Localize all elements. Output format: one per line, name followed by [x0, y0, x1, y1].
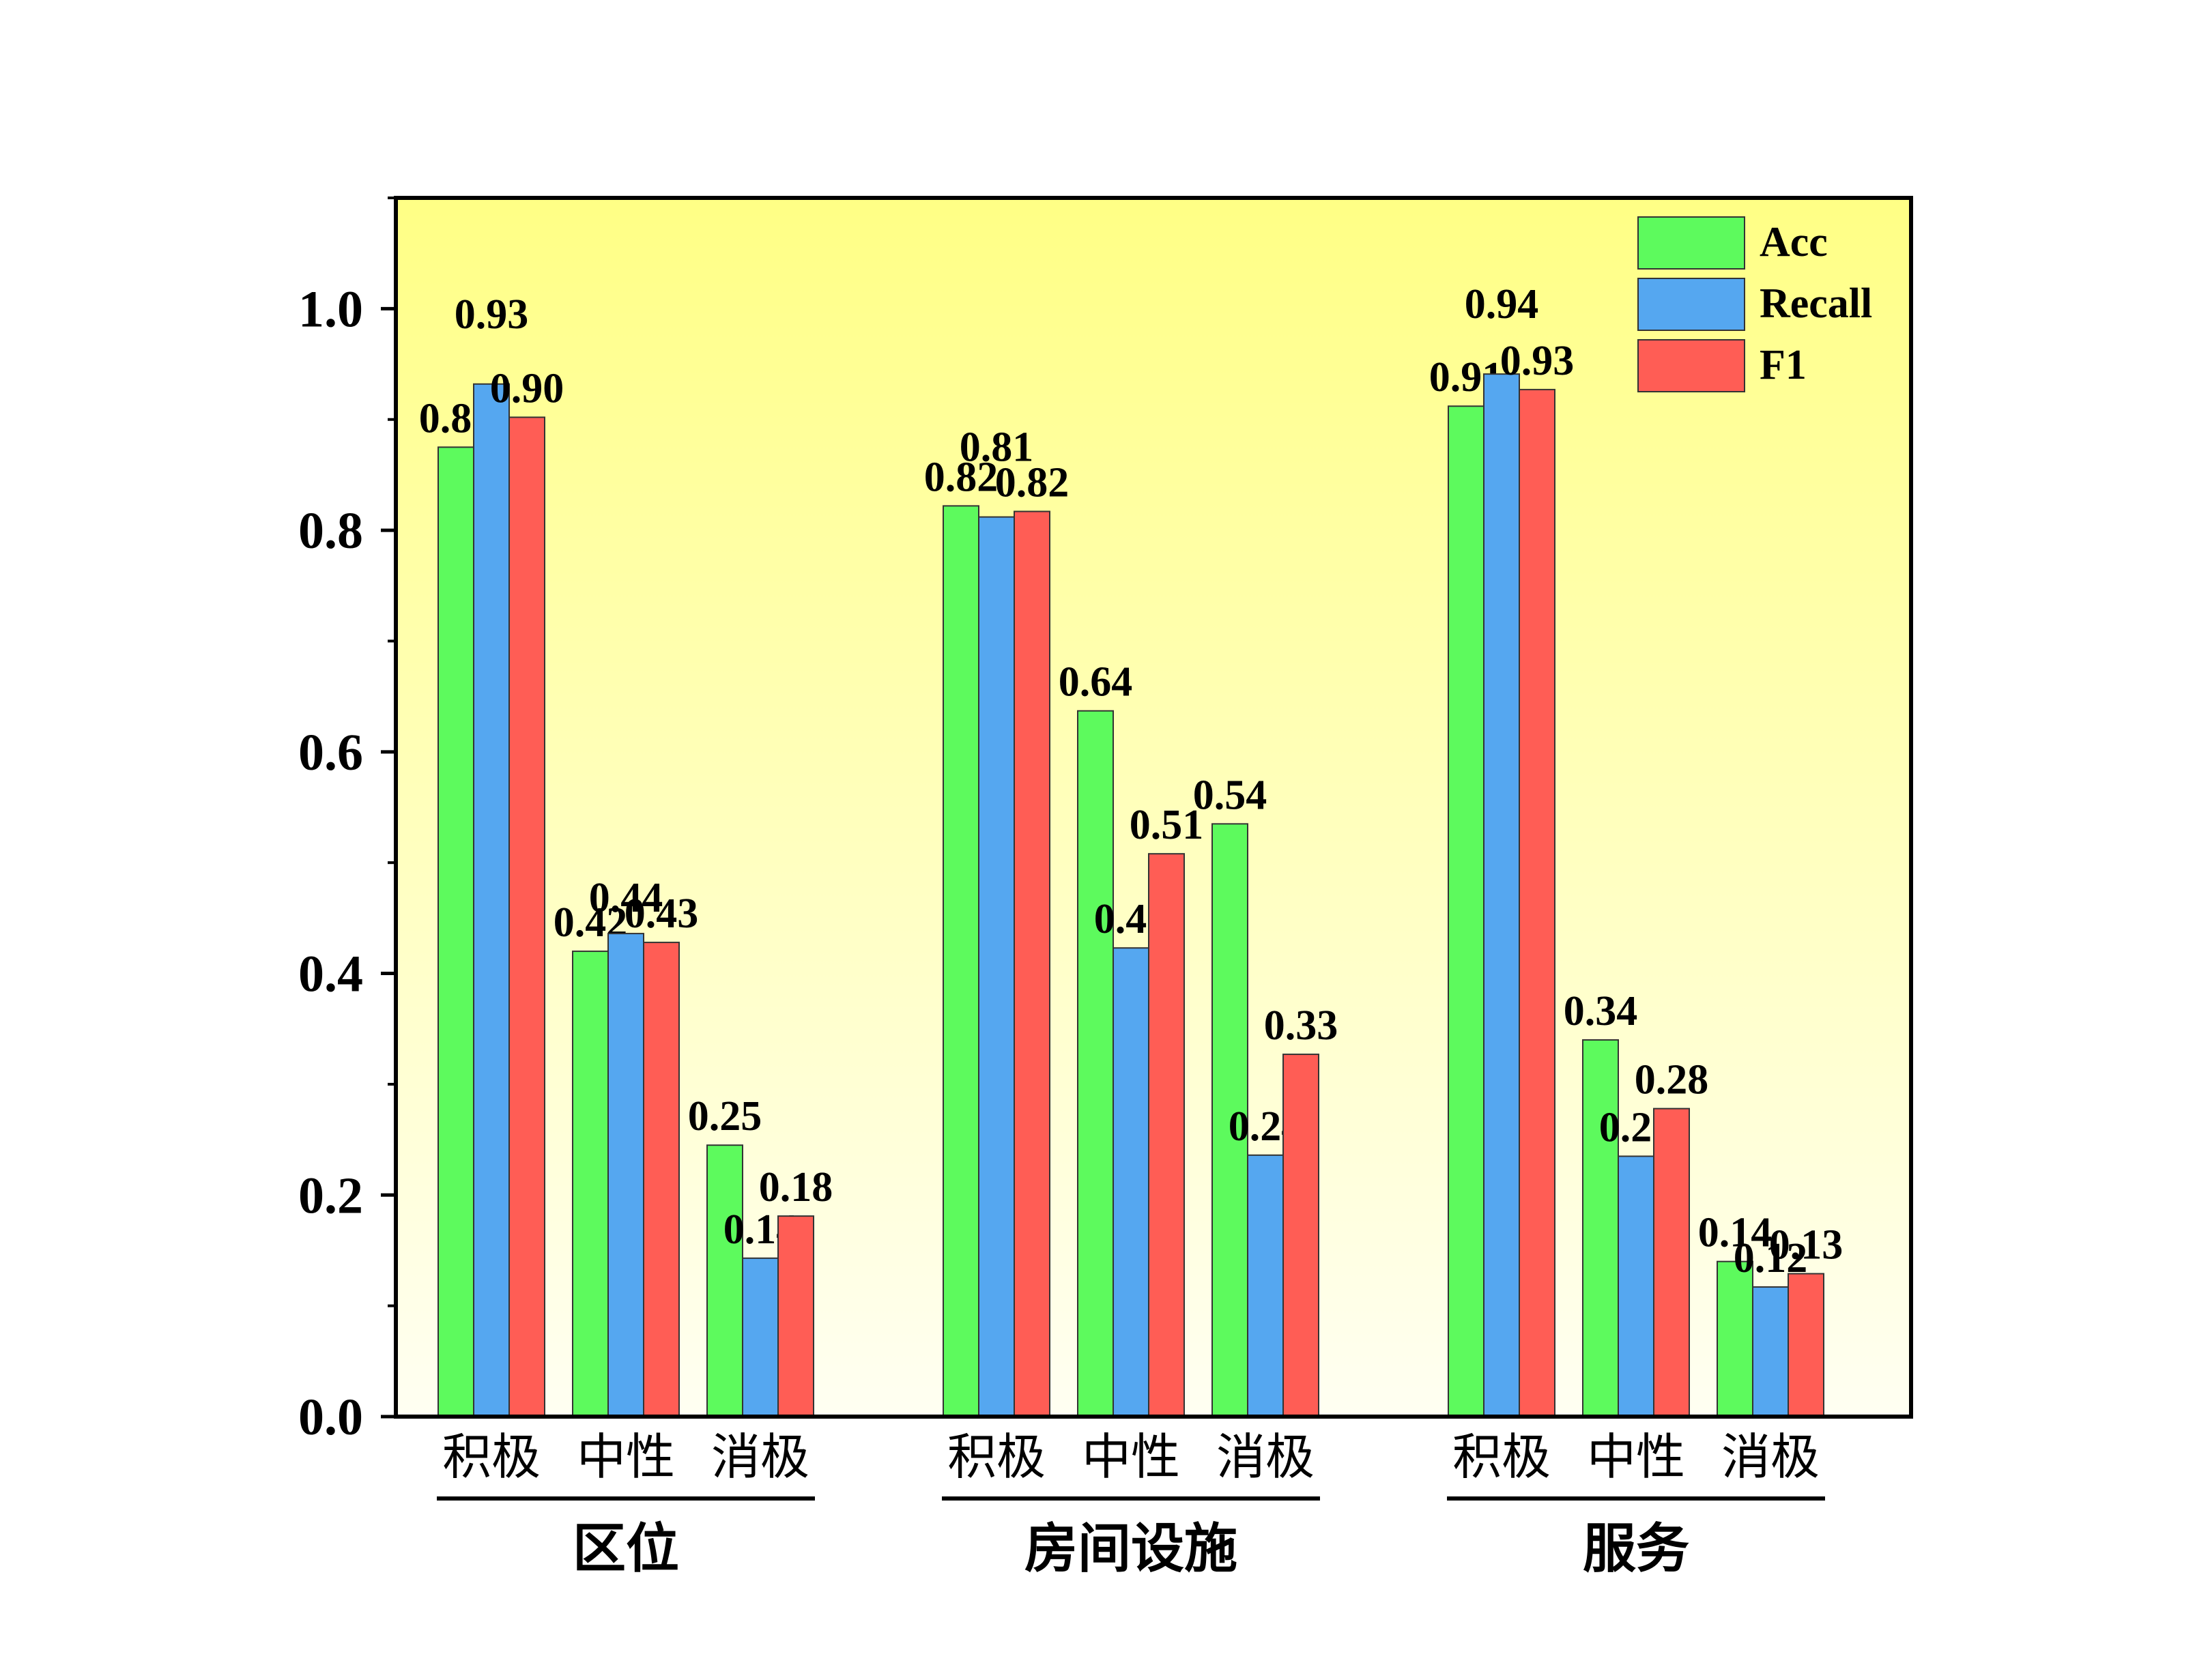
data-label-f1-1: 0.43	[625, 890, 699, 937]
bar-f1-4	[1148, 853, 1185, 1417]
data-label-recall-3: 0.81	[960, 424, 1034, 471]
data-label-acc-4: 0.64	[1059, 659, 1133, 706]
x-category-label: 消极	[711, 1430, 809, 1485]
bar-acc-7	[1582, 1039, 1619, 1417]
data-label-f1-7: 0.28	[1635, 1057, 1709, 1103]
x-group-label: 服务	[1583, 1519, 1689, 1578]
x-category-label: 消极	[1721, 1430, 1820, 1485]
legend-label-acc: Acc	[1760, 219, 1828, 265]
bar-f1-8	[1788, 1273, 1824, 1417]
data-label-acc-7: 0.34	[1564, 988, 1638, 1034]
y-tick-label: 1.0	[298, 280, 363, 338]
bar-acc-8	[1717, 1260, 1753, 1418]
data-label-recall-1: 0.44	[589, 875, 663, 921]
x-category-label: 中性	[1587, 1430, 1685, 1485]
bar-acc-3	[943, 505, 979, 1418]
data-label-f1-3: 0.82	[995, 459, 1070, 506]
y-tick-label: 0.4	[298, 946, 363, 1003]
data-label-f1-8: 0.13	[1769, 1222, 1843, 1269]
x-category-label: 中性	[1082, 1430, 1180, 1485]
bar-recall-0	[473, 383, 510, 1418]
data-label-acc-5: 0.54	[1193, 772, 1267, 818]
bar-acc-0	[437, 446, 474, 1417]
data-label-acc-2: 0.25	[688, 1093, 762, 1140]
x-category-label: 积极	[1452, 1430, 1551, 1485]
bar-f1-0	[508, 416, 545, 1417]
bar-f1-5	[1282, 1054, 1319, 1417]
legend-swatch-recall	[1637, 278, 1745, 331]
legend-swatch-acc	[1637, 216, 1745, 270]
x-group-label: 区位	[573, 1519, 679, 1578]
bar-recall-3	[978, 516, 1015, 1417]
y-tick-label: 0.6	[298, 724, 363, 781]
legend-swatch-f1	[1637, 339, 1745, 392]
bar-f1-6	[1519, 388, 1555, 1418]
bar-acc-4	[1077, 710, 1114, 1417]
data-label-acc-3: 0.82	[924, 454, 999, 500]
bar-recall-4	[1113, 947, 1149, 1417]
data-label-recall-6: 0.94	[1465, 281, 1539, 328]
bar-recall-5	[1247, 1154, 1284, 1417]
bar-recall-2	[742, 1257, 779, 1417]
y-tick-label: 0.8	[298, 502, 363, 560]
data-label-f1-5: 0.33	[1264, 1002, 1338, 1049]
bar-f1-7	[1653, 1107, 1690, 1418]
bar-recall-1	[607, 933, 644, 1418]
x-category-label: 积极	[947, 1430, 1046, 1485]
bar-acc-5	[1211, 823, 1248, 1417]
data-label-recall-0: 0.93	[455, 291, 529, 338]
legend-label-f1: F1	[1760, 342, 1807, 388]
bar-recall-7	[1618, 1155, 1654, 1417]
legend-label-recall: Recall	[1760, 280, 1872, 327]
bar-acc-6	[1448, 405, 1484, 1417]
bar-f1-3	[1014, 510, 1050, 1417]
y-tick-label: 0.2	[298, 1167, 363, 1224]
bar-recall-6	[1483, 373, 1520, 1417]
x-category-label: 中性	[577, 1430, 675, 1485]
x-group-label: 房间设施	[1024, 1519, 1237, 1578]
bar-acc-1	[572, 951, 609, 1417]
data-label-f1-6: 0.93	[1500, 338, 1575, 384]
data-label-f1-0: 0.90	[490, 365, 564, 411]
y-tick-label: 0.0	[298, 1389, 363, 1446]
plot-frame	[394, 196, 1913, 1419]
x-category-label: 积极	[442, 1430, 541, 1485]
data-label-f1-2: 0.18	[759, 1164, 833, 1211]
bar-acc-2	[706, 1144, 743, 1418]
x-category-label: 消极	[1216, 1430, 1315, 1485]
bar-f1-2	[777, 1215, 814, 1417]
bar-f1-1	[643, 942, 680, 1417]
bar-recall-8	[1752, 1286, 1789, 1417]
data-label-f1-4: 0.51	[1130, 802, 1204, 848]
data-label-acc-8: 0.14	[1698, 1210, 1773, 1256]
